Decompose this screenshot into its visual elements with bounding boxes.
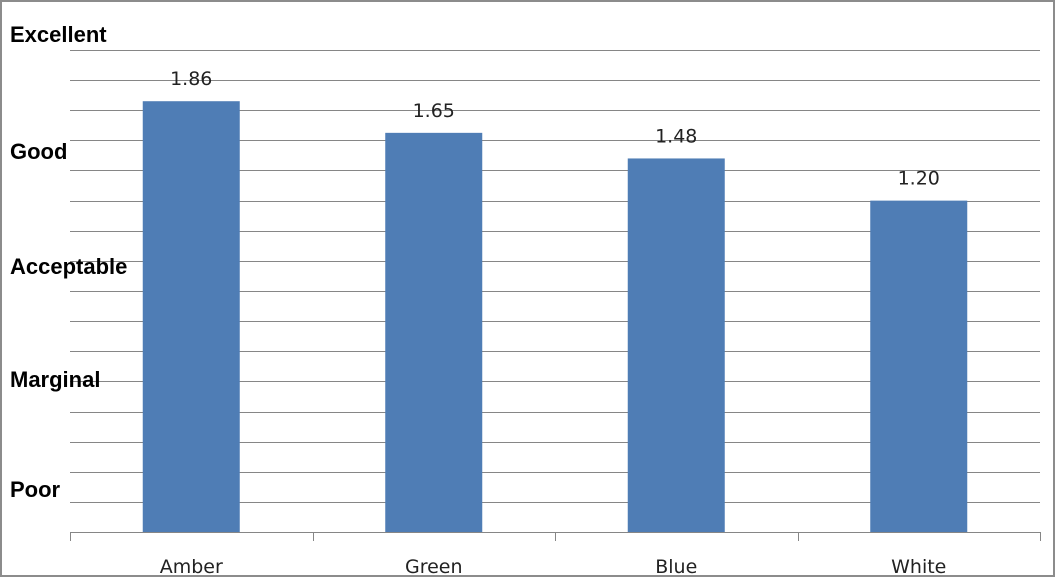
- bar-white: [870, 200, 968, 532]
- rating-label-excellent: Excellent: [10, 22, 107, 47]
- bar-layer: [142, 101, 968, 533]
- data-label: 1.65: [413, 100, 455, 122]
- data-label: 1.48: [655, 125, 697, 147]
- rating-label-good: Good: [10, 139, 67, 164]
- rating-label-acceptable: Acceptable: [10, 254, 127, 279]
- data-label: 1.86: [170, 68, 212, 90]
- category-label: White: [891, 556, 946, 577]
- bar-amber: [142, 101, 240, 533]
- data-label: 1.20: [898, 168, 940, 190]
- category-label: Blue: [655, 556, 697, 577]
- category-label: Green: [405, 556, 463, 577]
- rating-label-marginal: Marginal: [10, 367, 100, 392]
- label-layer: 1.86 Amber 1.65 Green 1.48 Blue 1.20 White Excel…: [10, 22, 946, 577]
- bar-blue: [627, 158, 725, 532]
- bar-green: [385, 132, 483, 532]
- category-label: Amber: [160, 556, 223, 577]
- rating-label-poor: Poor: [10, 477, 61, 502]
